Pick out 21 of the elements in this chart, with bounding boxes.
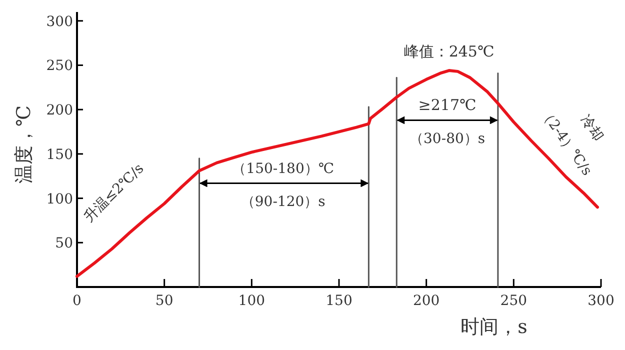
x-tick-label: 150 bbox=[326, 293, 352, 309]
y-tick-label: 200 bbox=[46, 102, 73, 119]
y-tick-label: 50 bbox=[55, 236, 73, 252]
y-tick-label: 300 bbox=[46, 14, 73, 30]
x-tick-label: 200 bbox=[412, 293, 440, 309]
y-tick-label: 100 bbox=[46, 191, 73, 208]
annotation: （30-80）s bbox=[410, 131, 486, 148]
annotation: 峰值：245℃ bbox=[404, 42, 494, 61]
annotation: （150-180）℃ bbox=[232, 161, 334, 178]
x-tick-label: 0 bbox=[72, 293, 82, 309]
x-tick-label: 50 bbox=[155, 293, 174, 309]
x-tick-label: 300 bbox=[588, 293, 614, 309]
y-axis-title: 温度，℃ bbox=[13, 105, 35, 184]
annotation: （90-120）s bbox=[240, 194, 326, 210]
y-tick-label: 150 bbox=[46, 146, 73, 163]
x-axis-title: 时间，s bbox=[460, 316, 528, 338]
annotation: ≥217℃ bbox=[418, 96, 476, 114]
annotation: 冷却 bbox=[577, 112, 606, 144]
y-tick-label: 250 bbox=[46, 58, 73, 74]
x-tick-label: 250 bbox=[500, 293, 528, 309]
x-tick-label: 100 bbox=[238, 293, 266, 309]
